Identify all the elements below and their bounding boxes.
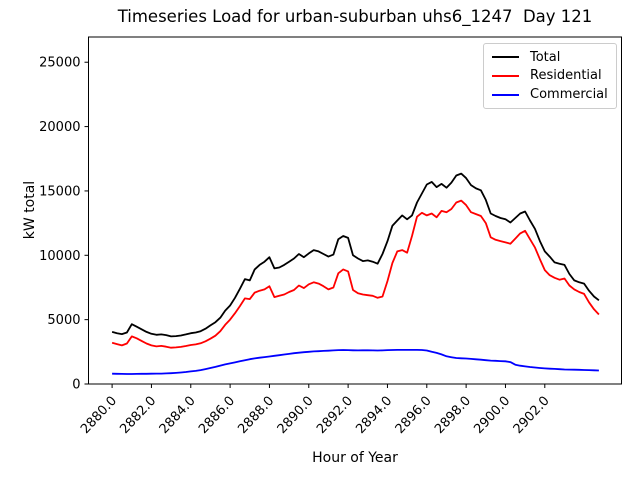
legend-swatch-residential	[492, 74, 519, 77]
x-tick-label: 2900.0	[471, 393, 513, 437]
x-tick-label: 2886.0	[196, 393, 238, 437]
series-line-commercial	[112, 348, 599, 375]
legend-item-total: Total	[492, 48, 616, 66]
y-tick-label: 20000	[39, 120, 80, 135]
series-line-total	[111, 172, 600, 338]
x-tick-label: 2902.0	[511, 393, 553, 437]
chart-title: Timeseries Load for urban-suburban uhs6_…	[117, 7, 593, 26]
x-tick-label: 2892.0	[314, 393, 356, 437]
legend-label-residential: Residential	[530, 68, 602, 84]
x-tick-label: 2888.0	[235, 393, 277, 437]
plot-border	[88, 36, 622, 385]
x-tick-label: 2890.0	[275, 393, 317, 437]
series-line-residential	[111, 199, 600, 349]
y-tick-label: 5000	[47, 313, 80, 328]
legend-swatch-commercial	[492, 93, 519, 96]
y-tick-label: 15000	[39, 184, 80, 199]
legend-label-commercial: Commercial	[530, 87, 608, 103]
y-tick-label: 0	[72, 378, 80, 393]
x-tick-label: 2882.0	[117, 393, 159, 437]
y-tick-label: 10000	[39, 249, 80, 264]
x-tick-label: 2894.0	[353, 393, 395, 437]
legend-item-commercial: Commercial	[492, 86, 616, 104]
legend: Total Residential Commercial	[483, 43, 617, 109]
legend-label-total: Total	[530, 49, 561, 65]
legend-swatch-total	[492, 56, 519, 59]
y-tick-label: 25000	[39, 56, 80, 71]
x-tick-label: 2884.0	[157, 393, 199, 437]
x-tick-label: 2896.0	[393, 393, 435, 437]
legend-item-residential: Residential	[492, 67, 616, 85]
x-axis-label: Hour of Year	[312, 450, 398, 466]
x-tick-label: 2880.0	[78, 393, 120, 437]
x-tick-label: 2898.0	[432, 393, 474, 437]
